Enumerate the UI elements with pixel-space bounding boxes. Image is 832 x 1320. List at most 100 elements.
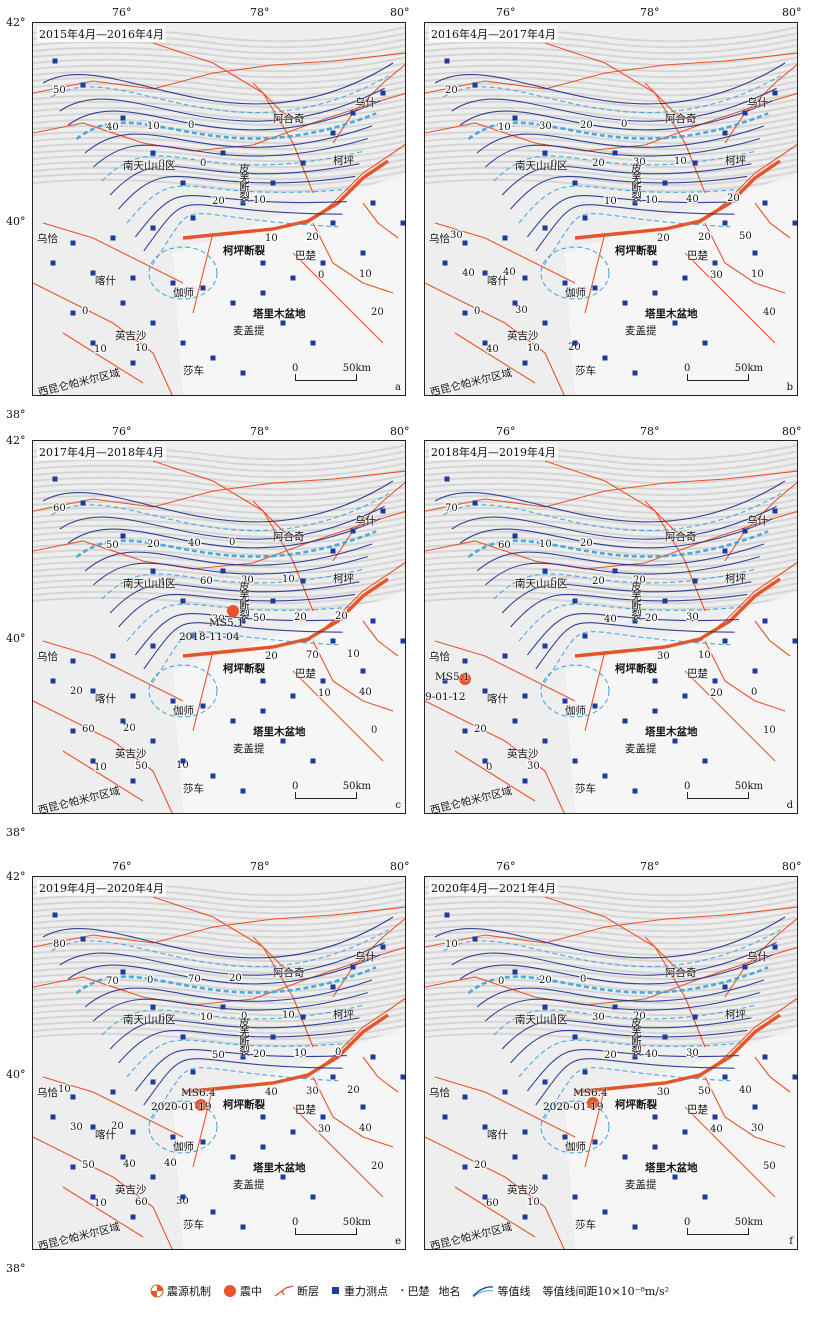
place-label-aheqi: 阿合奇 [665,531,697,543]
place-label-aheqi: 阿合奇 [665,113,697,125]
place-label-piqiang-fault: 皮羌断裂 [238,1017,250,1055]
gravity-station [482,1124,488,1130]
negative-contour [75,966,377,995]
place-label-kashi: 喀什 [487,1129,508,1141]
contour-value-label: 0 [200,158,206,169]
gravity-station [522,1214,528,1220]
relief-ridge [425,582,797,599]
contour-value-label: 60 [53,503,66,514]
contour-value-label: 30 [241,575,254,586]
gravity-station [370,1054,376,1060]
gravity-station [180,1034,186,1040]
legend-focal-label: 震源机制 [167,1285,211,1298]
gravity-station [170,280,176,286]
place-label-aheqi: 阿合奇 [273,113,305,125]
place-label-kashi: 喀什 [95,1129,116,1141]
place-label-wushi: 乌什 [747,97,768,109]
contour-value-label: 10 [498,122,511,133]
gravity-station [120,533,126,539]
relief-ridge [33,104,405,121]
lon-tick: 80° [390,6,410,19]
relief-ridge [33,994,405,1011]
gravity-station [482,340,488,346]
contour-value-label: 20 [445,85,458,96]
relief-ridge [425,946,797,963]
gravity-station [350,964,356,970]
contour-value-label: 30 [450,230,463,241]
panel-title: 2017年4月—2018年4月 [37,444,166,460]
place-label-south-tianshan: 南天山山区 [515,1014,568,1026]
gravity-station [672,738,678,744]
gravity-station [572,180,578,186]
gravity-station [762,200,768,206]
gravity-station [652,260,658,266]
place-label-uqia: 乌恰 [37,651,58,663]
gravity-station [260,260,266,266]
contour-value-label: 10 [604,196,617,207]
relief-ridge [33,74,405,91]
contour-value-label: 0 [621,119,627,130]
fault-line [434,1076,576,1138]
relief-ridge [425,928,797,945]
contour-value-label: 10 [445,939,458,950]
gravity-station [662,180,668,186]
relief-ridge [425,558,797,575]
gravity-station [120,1154,126,1160]
relief-ridge [425,1030,797,1047]
negative-contour [467,966,769,995]
fault-line [425,1136,565,1249]
contour-value-label: 60 [486,1198,499,1209]
map-canvas: 50 40 30 20 10 0 20 10 10 0 10 20 10 0 10 0 [33,23,405,395]
lon-tick: 78° [250,860,270,873]
relief-ridge [425,498,797,515]
negative-contour [151,213,339,266]
lon-tick: 78° [640,6,660,19]
contour-value-label: 10 [147,121,160,132]
place-label-maigaiti: 麦盖提 [625,743,657,755]
fault-line [192,1086,214,1168]
negative-contour [126,603,352,642]
epicenter-marker [227,605,239,617]
contour-value-label: 10 [200,1012,213,1023]
positive-contour [134,195,347,238]
legend-focal: 震源机制 [150,1283,211,1299]
contour-value-label: 40 [763,307,776,318]
gravity-station [612,150,618,156]
gravity-station [130,1214,136,1220]
positive-contour [510,175,748,210]
gravity-station [200,703,206,709]
contour-value-label: 20 [580,120,593,131]
fault-line [454,332,536,384]
relief-ridge [425,522,797,539]
gravity-station [50,260,56,266]
relief-ridge [425,170,797,187]
positive-contour [143,204,343,252]
epicenter-icon [224,1285,236,1297]
gravity-station [562,698,568,704]
gravity-station [652,678,658,684]
gravity-station [290,275,296,281]
gravity-station [120,969,126,975]
legend-place: · 巴楚 地名 [400,1283,461,1299]
contour-value-label: 10 [751,269,764,280]
legend-epicenter-label: 震中 [240,1285,262,1298]
gravity-station [572,1194,578,1200]
gravity-station [90,758,96,764]
gravity-station [370,618,376,624]
gravity-station [442,1114,448,1120]
gravity-station [320,1114,326,1120]
relief-ridge [33,504,405,521]
contour-value-label: 20 [335,611,348,622]
relief-ridge [425,468,797,485]
place-label-tarim: 塔里木盆地 [253,726,306,738]
relief-ridge [425,92,797,109]
place-label-jiashi: 伽师 [565,1141,586,1153]
gravity-station [400,1074,405,1080]
fault-line [252,500,304,542]
contour-value-label: 50 [763,1161,776,1172]
negative-contour [543,213,731,266]
gravity-station [220,1004,226,1010]
contour-value-label: 20 [657,233,670,244]
contour-value-label: 60 [82,724,95,735]
contour-value-label: 40 [159,577,172,588]
